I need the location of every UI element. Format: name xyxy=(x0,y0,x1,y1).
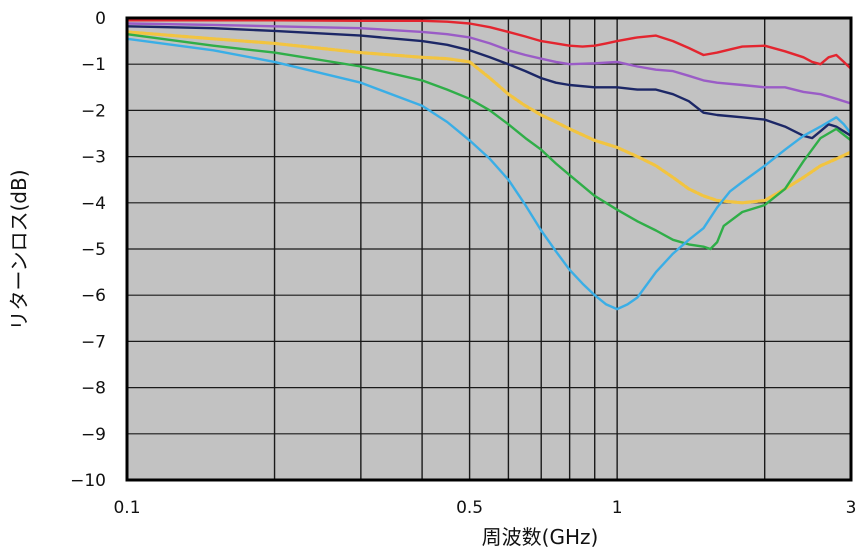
y-tick-label: −2 xyxy=(81,101,106,121)
y-tick-label: −7 xyxy=(81,332,106,352)
x-axis-ticks: 0.1 0.5 1 3 xyxy=(113,498,856,518)
x-tick-label: 0.1 xyxy=(113,498,140,518)
y-tick-label: −8 xyxy=(81,379,106,399)
series-line-6 xyxy=(127,37,851,311)
series-line-5 xyxy=(127,33,851,251)
y-tick-label: −4 xyxy=(81,194,106,214)
y-tick-label: −5 xyxy=(81,240,106,260)
series-line-2 xyxy=(127,22,851,105)
y-tick-label: −6 xyxy=(81,286,106,306)
series-line-4 xyxy=(127,30,851,205)
series-line-1 xyxy=(127,19,851,70)
x-axis-title: 周波数(GHz) xyxy=(482,525,599,549)
plot-border xyxy=(125,16,853,482)
y-tick-label: −9 xyxy=(81,425,106,445)
series-group xyxy=(127,19,851,311)
y-tick-label: 0 xyxy=(95,9,106,29)
y-tick-label: −10 xyxy=(70,471,106,491)
y-tick-label: −1 xyxy=(81,55,106,75)
y-axis-ticks: 0 −1 −2 −3 −4 −5 −6 −7 −8 −9 −10 xyxy=(70,9,106,491)
x-tick-label: 0.5 xyxy=(456,498,483,518)
y-axis-title: リターンロス(dB) xyxy=(7,169,31,330)
y-tick-label: −3 xyxy=(81,148,106,168)
x-tick-label: 1 xyxy=(612,498,623,518)
x-tick-label: 3 xyxy=(846,498,857,518)
